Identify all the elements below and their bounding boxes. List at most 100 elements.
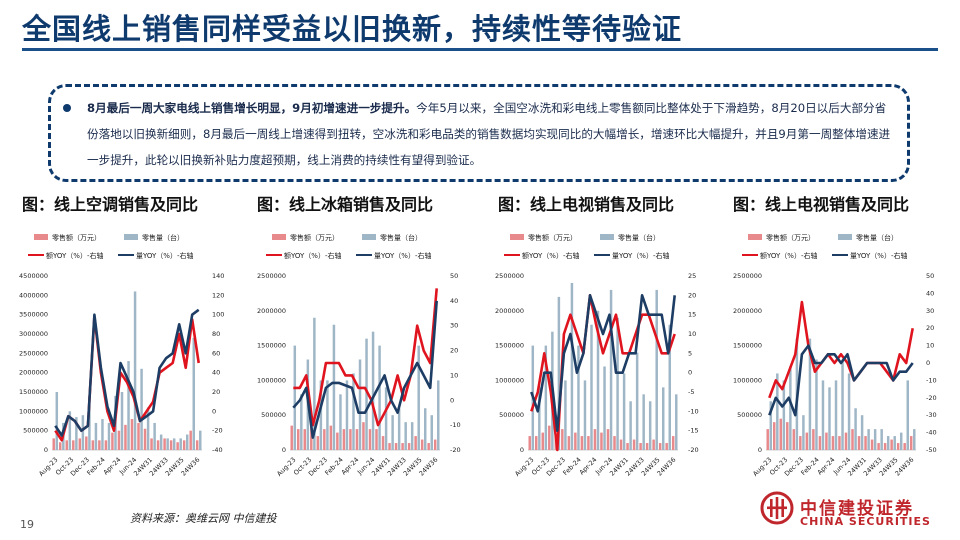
chart-3-bar-amount-19 <box>890 439 893 450</box>
chart-1-legend-swatch-amount <box>272 234 286 240</box>
chart-0-xtick-4: Apr-24 <box>102 456 123 477</box>
chart-2-ytick-left-5: 2500000 <box>495 272 524 280</box>
chart-3-legend-swatch-amount <box>748 234 762 240</box>
chart-3-bar-amount-12 <box>844 432 848 450</box>
chart-2-bar-volume-1 <box>538 387 541 450</box>
chart-title-ac: 图：线上空调销售及同比 <box>22 195 199 214</box>
summary-text: 8月最后一周大家电线上销售增长明显，9月初增速进一步提升。今年5月以来，全国空冰… <box>87 95 897 173</box>
chart-1-ytick-left-0: 0 <box>282 446 286 454</box>
chart-3-bar-volume-21 <box>906 380 909 450</box>
chart-1-bar-amount-14 <box>381 436 385 450</box>
chart-1-bar-amount-0 <box>290 425 293 450</box>
chart-0-legend-swatch-amount <box>34 234 48 240</box>
chart-2-ytick-right-5: 5 <box>688 349 692 357</box>
chart-0-bar-amount-2 <box>65 440 69 450</box>
chart-3-line-volume-yoy <box>768 344 914 417</box>
chart-3-bar-volume-19 <box>893 436 896 450</box>
chart-2-bar-volume-17 <box>642 394 645 450</box>
chart-1-bar-volume-15 <box>391 415 394 450</box>
chart-0-bar-amount-9 <box>111 432 114 450</box>
chart-1-ytick-right-5: 30 <box>450 322 458 330</box>
chart-2-legend-volume: 零售量（台） <box>618 233 660 242</box>
chart-1-bar-amount-11 <box>362 422 365 450</box>
chart-3-bar-volume-6 <box>808 338 812 450</box>
chart-0-ytick-right-5: 60 <box>212 349 220 357</box>
chart-0-bar-amount-20 <box>182 440 186 450</box>
chart-0-bar-amount-12 <box>130 419 134 450</box>
company-logo-icon <box>760 491 794 525</box>
chart-2-bar-volume-14 <box>622 373 626 450</box>
chart-title-tv-2: 图：线上电视销售及同比 <box>733 195 910 214</box>
chart-0-ytick-left-0: 0 <box>44 446 48 454</box>
chart-3-bar-volume-5 <box>802 415 805 450</box>
chart-2-bar-amount-18 <box>645 443 649 450</box>
chart-0-bar-amount-4 <box>78 438 82 450</box>
chart-3-bar-amount-6 <box>805 432 809 450</box>
chart-3-bar-volume-11 <box>841 359 844 450</box>
chart-3-bar-amount-18 <box>883 443 887 450</box>
chart-1-bar-volume-9 <box>352 373 355 450</box>
chart-1-bar-amount-1 <box>297 429 300 450</box>
chart-1-bar-amount-2 <box>303 429 307 450</box>
chart-1-bar-volume-11 <box>365 338 368 450</box>
chart-2-bar-amount-10 <box>593 429 597 450</box>
chart-0-bar-amount-22 <box>195 440 199 450</box>
chart-3-ytick-right-7: 20 <box>926 324 934 332</box>
chart-0-ytick-left-1: 500000 <box>23 427 48 435</box>
chart-3-bar-amount-1 <box>773 422 776 450</box>
chart-2-bar-amount-1 <box>535 436 538 450</box>
chart-3-bar-volume-2 <box>782 380 786 450</box>
chart-1-bar-volume-6 <box>332 324 336 450</box>
chart-3-bar-volume-7 <box>815 359 818 450</box>
chart-0-legend-amount: 零售额（万元） <box>52 233 101 242</box>
chart-0-bar-volume-8 <box>107 422 111 450</box>
chart-1-ytick-right-1: -10 <box>450 421 461 429</box>
chart-1-ytick-left-2: 1000000 <box>257 376 286 384</box>
chart-3-bar-amount-20 <box>896 443 900 450</box>
chart-3-legend-amount: 零售额（万元） <box>766 233 815 242</box>
chart-0-bar-volume-16 <box>159 434 163 450</box>
chart-3-bar-amount-3 <box>786 422 789 450</box>
chart-1-line-volume-yoy <box>292 300 438 439</box>
chart-1-bar-volume-20 <box>423 408 427 450</box>
chart-1-ytick-right-2: 0 <box>450 396 454 404</box>
chart-2-bar-volume-18 <box>648 401 652 450</box>
chart-0-ytick-right-4: 40 <box>212 369 220 377</box>
chart-1-legend-amount-yoy: 额YOY（%）-右轴 <box>284 251 341 260</box>
chart-1-legend-volume-yoy: 量YOY（%）-右轴 <box>374 251 431 260</box>
chart-3-legend-volume-yoy: 量YOY（%）-右轴 <box>850 251 907 260</box>
chart-2-ytick-left-4: 2000000 <box>495 307 524 315</box>
chart-1-bar-amount-3 <box>310 425 313 450</box>
chart-3-legend-volume: 零售量（台） <box>856 233 898 242</box>
chart-3-bar-amount-10 <box>831 436 835 450</box>
chart-2-bar-amount-0 <box>528 436 531 450</box>
chart-3-bar-amount-21 <box>903 443 906 450</box>
chart-2-bar-amount-12 <box>606 429 610 450</box>
chart-2-bar-volume-12 <box>609 289 613 450</box>
chart-0-legend-swatch-volume <box>124 234 138 240</box>
chart-3-ytick-right-9: 40 <box>926 289 934 297</box>
chart-0-ytick-left-7: 3500000 <box>19 311 48 319</box>
chart-1-bar-amount-7 <box>336 432 339 450</box>
chart-3-xtick-4: Apr-24 <box>816 456 837 477</box>
chart-2-line-amount-yoy <box>530 294 676 452</box>
chart-1-bar-volume-5 <box>326 380 329 450</box>
chart-0-bar-volume-20 <box>185 434 189 450</box>
chart-1-ytick-right-7: 50 <box>450 272 458 280</box>
chart-2-bar-amount-5 <box>561 429 564 450</box>
chart-2-line-volume-yoy <box>530 294 676 432</box>
chart-3-ytick-left-0: 0 <box>758 446 762 454</box>
chart-0-bar-amount-5 <box>85 436 88 450</box>
chart-2-bar-volume-4 <box>557 296 561 450</box>
chart-2-bar-volume-6 <box>570 282 574 450</box>
chart-0-ytick-right-3: 20 <box>212 388 220 396</box>
chart-1-bar-amount-18 <box>407 443 411 450</box>
chart-3-bar-amount-15 <box>864 436 867 450</box>
chart-2-bar-volume-22 <box>675 394 678 450</box>
chart-0-ytick-left-5: 2500000 <box>19 349 48 357</box>
chart-3-bar-volume-12 <box>847 373 851 450</box>
chart-2-xtick-4: Apr-24 <box>578 456 599 477</box>
chart-1-bar-volume-18 <box>410 422 414 450</box>
source-note: 资料来源：奥维云网 中信建投 <box>130 512 277 525</box>
chart-0-bar-volume-11 <box>127 361 130 450</box>
